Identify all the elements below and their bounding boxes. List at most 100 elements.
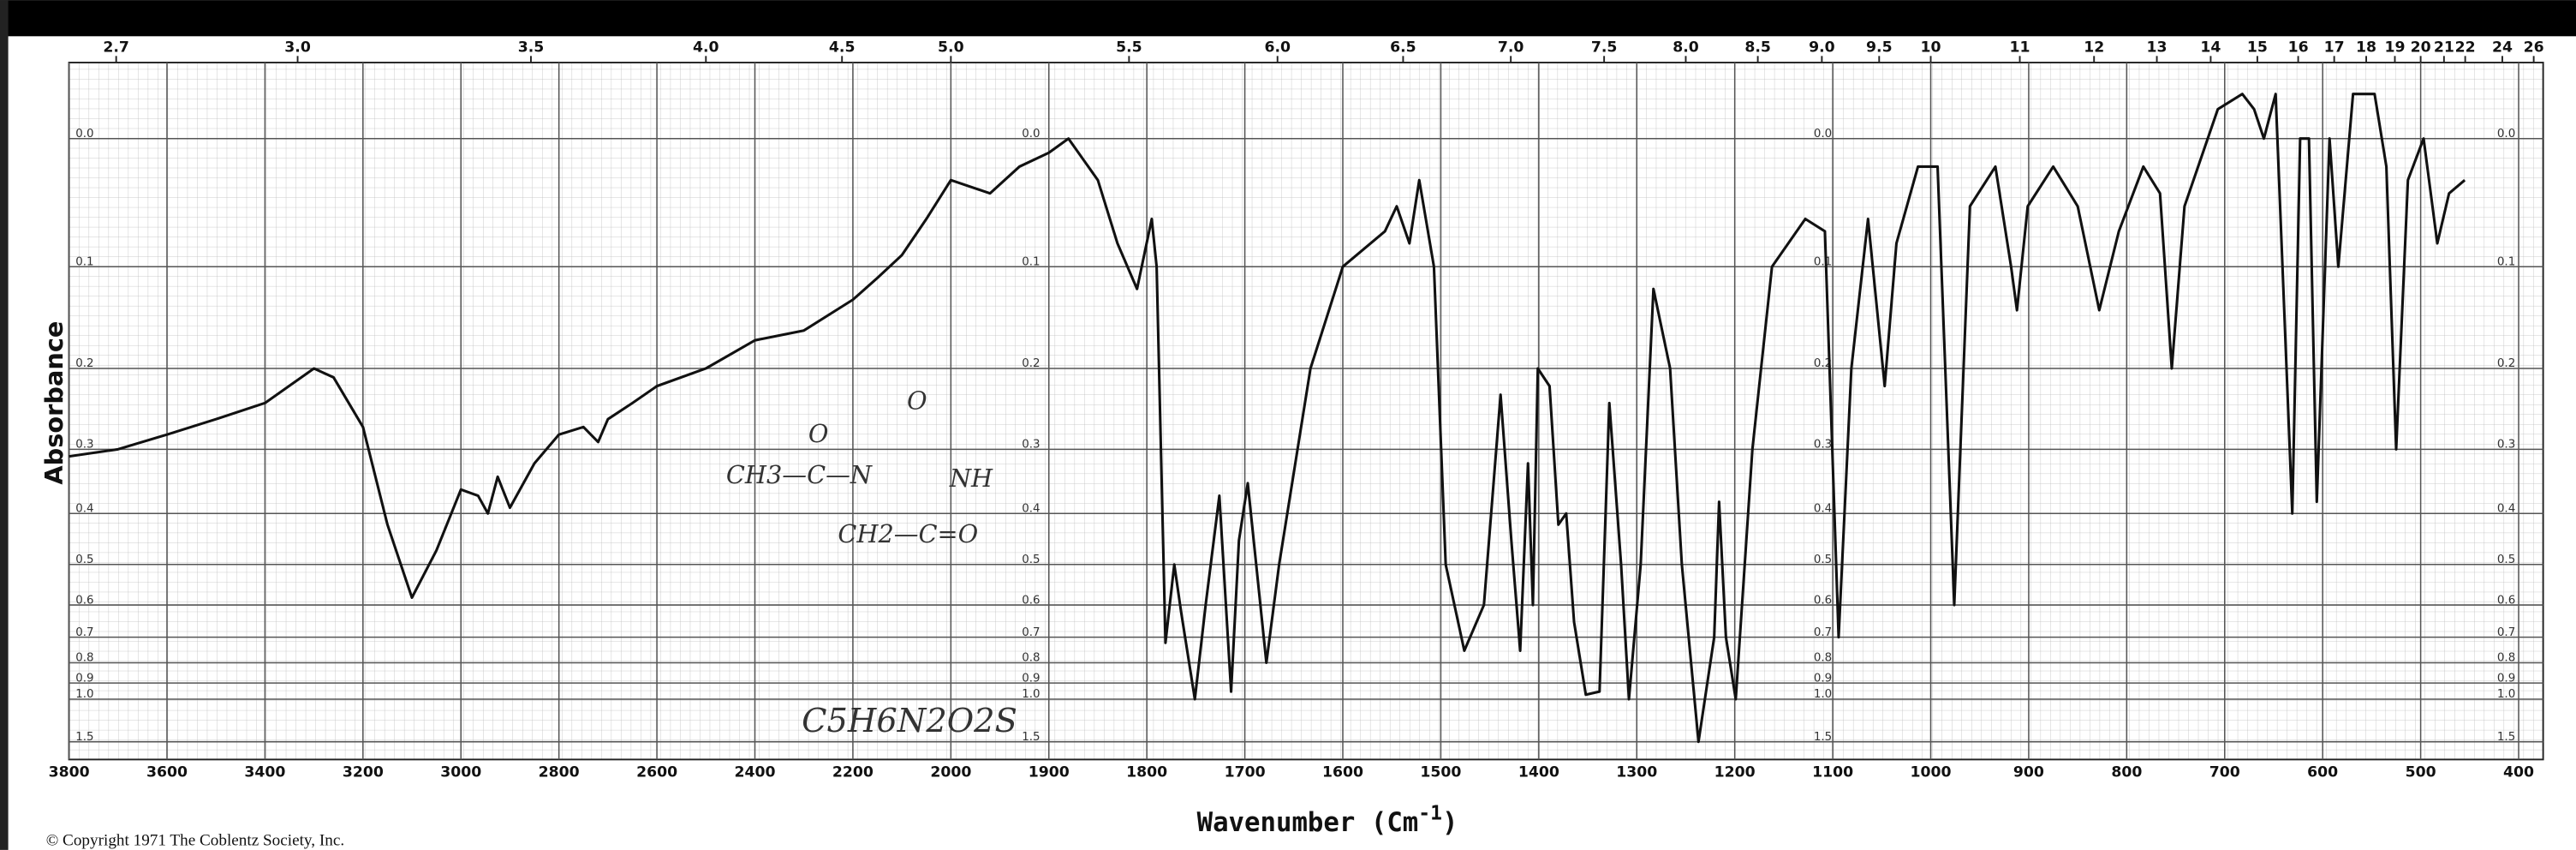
x2-tick-label: 20 [2411, 39, 2431, 57]
y-tick-label: 0.1 [1022, 255, 1040, 268]
y-tick-label: 0.3 [1022, 439, 1040, 452]
y-tick-label: 0.6 [2497, 594, 2515, 607]
x-tick-label: 1400 [1518, 764, 1559, 781]
x-tick-label: 600 [2307, 764, 2338, 781]
x-tick-label: 1200 [1714, 764, 1756, 781]
x-tick-label: 3400 [244, 764, 285, 781]
y-tick-label: 0.5 [1022, 554, 1040, 566]
x2-tick-label: 13 [2147, 39, 2168, 57]
y-tick-label: 0.0 [1814, 128, 1832, 141]
y-tick-label: 1.5 [1814, 731, 1832, 744]
x-tick-label: 2200 [832, 764, 874, 781]
y-tick-label: 0.8 [2497, 652, 2515, 665]
x2-tick-label: 16 [2288, 39, 2309, 57]
x-label-end: ) [1442, 808, 1458, 838]
y-tick-label: 1.0 [2497, 688, 2515, 701]
x2-tick-label: 21 [2434, 39, 2454, 57]
y-tick-label: 0.6 [1814, 594, 1832, 607]
annotation: O [808, 419, 829, 448]
annotation: CH3—C—N [726, 460, 873, 489]
x2-tick-label: 2.7 [103, 39, 129, 57]
x2-tick-label: 26 [2524, 39, 2544, 57]
x-tick-label: 400 [2503, 764, 2534, 781]
scan-edge [0, 0, 9, 850]
x-tick-label: 3200 [343, 764, 384, 781]
y-tick-label: 0.1 [1814, 255, 1832, 268]
y-tick-label: 1.5 [2497, 731, 2515, 744]
x2-tick-label: 19 [2384, 39, 2405, 57]
y-tick-label: 1.0 [1022, 688, 1040, 701]
x2-tick-label: 10 [1921, 39, 1941, 57]
x2-tick-label: 7.5 [1591, 39, 1618, 57]
y-tick-label: 0.8 [75, 652, 93, 665]
x-tick-label: 1900 [1029, 764, 1070, 781]
y-tick-label: 0.7 [75, 626, 93, 639]
spectrum-line [69, 93, 2466, 744]
x2-tick-label: 5.5 [1116, 39, 1142, 57]
x-label-sup: -1 [1418, 802, 1442, 824]
y-tick-label: 0.4 [1814, 503, 1832, 516]
y-tick-label: 0.9 [1814, 672, 1832, 685]
y-axis-label: Absorbance [39, 321, 69, 485]
y-tick-label: 1.5 [1022, 731, 1040, 744]
annotation: CH2—C=O [838, 519, 978, 548]
x2-tick-label: 4.0 [693, 39, 719, 57]
y-tick-label: 0.4 [1022, 503, 1040, 516]
y-tick-label: 0.0 [2497, 128, 2515, 141]
x-tick-label: 2600 [636, 764, 677, 781]
y-tick-label: 0.3 [2497, 439, 2515, 452]
x2-tick-label: 5.0 [938, 39, 964, 57]
x-tick-label: 2400 [734, 764, 775, 781]
y-tick-label: 0.9 [75, 672, 93, 685]
annotation: C5H6N2O2S [802, 702, 1017, 740]
y-tick-label: 0.1 [75, 255, 93, 268]
y-tick-label: 0.6 [75, 594, 93, 607]
y-tick-label: 0.4 [2497, 503, 2515, 516]
x2-tick-label: 4.5 [829, 39, 856, 57]
x2-tick-label: 8.5 [1744, 39, 1771, 57]
y-tick-label: 0.9 [2497, 672, 2515, 685]
x-tick-label: 2000 [930, 764, 971, 781]
x2-tick-label: 7.0 [1498, 39, 1524, 57]
x-tick-label: 1800 [1126, 764, 1167, 781]
x-tick-label: 900 [2013, 764, 2044, 781]
x2-tick-label: 15 [2247, 39, 2268, 57]
x2-tick-label: 3.0 [284, 39, 311, 57]
grid: 0.0 0.0 0.0 0.0 0.1 0.1 0.1 0.1 0.2 0.2 0.2 0.2 0.3 0… [49, 39, 2544, 781]
copyright: © Copyright 1971 The Coblentz Society, I… [46, 832, 344, 850]
x2-tick-label: 6.5 [1390, 39, 1416, 57]
y-tick-label: 1.0 [75, 688, 93, 701]
x2-tick-label: 8.0 [1673, 39, 1699, 57]
y-tick-label: 0.2 [1022, 357, 1040, 370]
x-tick-label: 3600 [146, 764, 188, 781]
x-tick-label: 1600 [1322, 764, 1363, 781]
y-tick-label: 0.1 [2497, 255, 2515, 268]
y-tick-label: 0.5 [2497, 554, 2515, 566]
x-tick-label: 3800 [49, 764, 90, 781]
x2-tick-label: 6.0 [1264, 39, 1291, 57]
y-tick-label: 0.6 [1022, 594, 1040, 607]
y-tick-label: 0.4 [75, 503, 93, 516]
y-tick-label: 0.3 [75, 439, 93, 452]
x2-tick-label: 24 [2492, 39, 2513, 57]
x-tick-label: 500 [2406, 764, 2436, 781]
x2-tick-label: 3.5 [518, 39, 545, 57]
x-tick-label: 700 [2209, 764, 2240, 781]
x2-tick-label: 12 [2084, 39, 2104, 57]
y-tick-label: 0.7 [1814, 626, 1832, 639]
annotation: NH [949, 464, 993, 493]
x2-tick-label: 14 [2200, 39, 2221, 57]
y-tick-label: 0.5 [75, 554, 93, 566]
x2-tick-label: 9.5 [1866, 39, 1893, 57]
y-tick-label: 0.3 [1814, 439, 1832, 452]
x-tick-label: 1300 [1616, 764, 1657, 781]
y-tick-label: 1.5 [75, 731, 93, 744]
y-tick-label: 0.2 [2497, 357, 2515, 370]
y-tick-label: 0.5 [1814, 554, 1832, 566]
x-tick-label: 800 [2111, 764, 2142, 781]
y-tick-label: 0.0 [75, 128, 93, 141]
y-tick-label: 0.7 [2497, 626, 2515, 639]
y-tick-label: 0.7 [1022, 626, 1040, 639]
x-label-text: Wavenumber (Cm [1197, 808, 1419, 838]
